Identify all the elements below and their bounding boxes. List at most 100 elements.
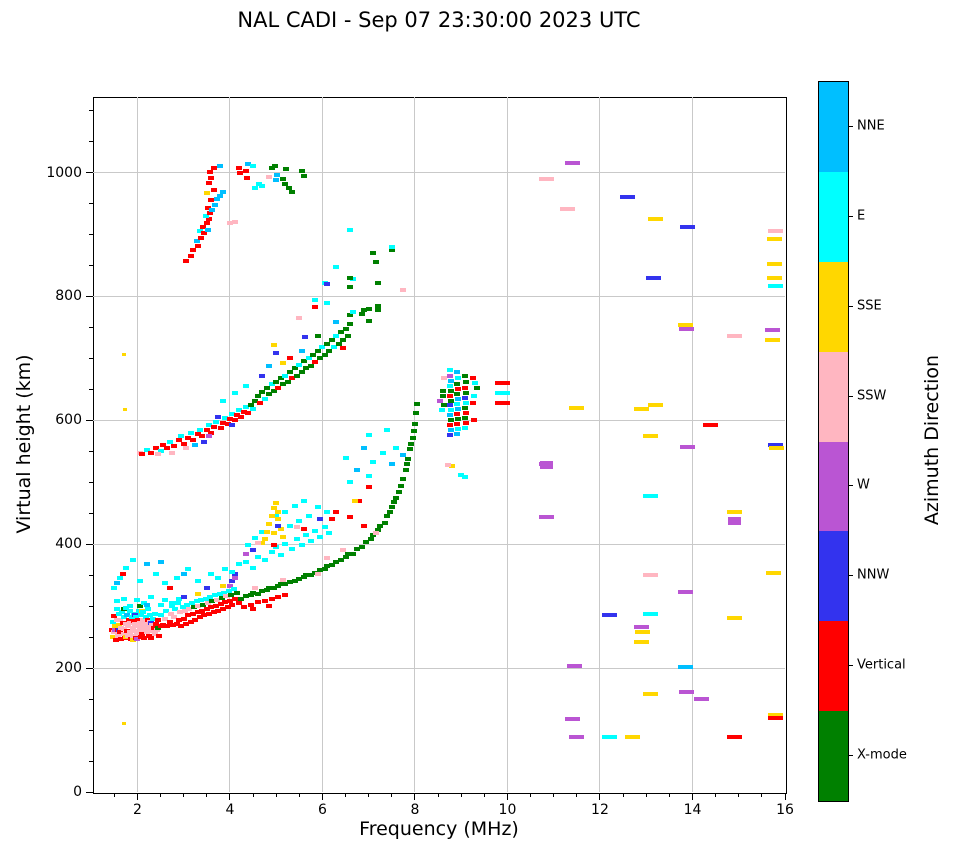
data-point xyxy=(250,607,257,612)
grid-line-horizontal xyxy=(93,543,785,545)
data-point xyxy=(280,382,287,387)
data-point xyxy=(768,228,784,233)
x-minor-tick xyxy=(761,793,763,797)
data-point xyxy=(162,597,169,602)
data-point xyxy=(453,431,460,436)
colorbar-tick-label: SSW xyxy=(857,388,887,404)
data-point xyxy=(247,602,254,607)
data-point xyxy=(312,298,319,303)
data-point xyxy=(118,637,125,641)
data-point xyxy=(194,579,201,584)
data-point xyxy=(624,734,640,739)
data-point xyxy=(203,585,210,590)
data-point xyxy=(122,606,129,611)
data-point xyxy=(180,594,187,599)
data-point xyxy=(132,628,139,633)
colorbar-tick xyxy=(849,125,853,127)
data-point xyxy=(143,448,150,453)
data-point xyxy=(136,620,143,625)
x-tick-label: 16 xyxy=(776,802,794,818)
data-point xyxy=(282,542,289,547)
data-point xyxy=(358,311,365,316)
data-point xyxy=(226,417,233,422)
grid-line-vertical xyxy=(599,97,601,792)
data-point xyxy=(202,213,209,218)
data-point xyxy=(166,585,173,590)
data-point xyxy=(647,217,663,222)
data-point xyxy=(298,543,305,548)
data-point xyxy=(351,498,358,503)
data-point xyxy=(202,596,209,601)
data-point xyxy=(139,632,146,637)
data-point xyxy=(358,545,365,550)
data-point xyxy=(187,430,194,435)
data-point xyxy=(307,539,314,544)
data-point xyxy=(448,408,455,413)
data-point xyxy=(108,627,115,632)
data-point xyxy=(363,539,370,544)
data-point xyxy=(635,629,651,634)
data-point xyxy=(277,553,284,558)
data-point xyxy=(167,611,174,616)
data-point xyxy=(157,613,164,618)
data-point xyxy=(333,264,340,269)
data-point xyxy=(125,623,132,628)
data-point xyxy=(643,691,659,696)
data-point xyxy=(180,616,187,621)
data-point xyxy=(384,427,391,432)
data-point xyxy=(400,476,407,481)
data-point xyxy=(303,572,310,577)
data-point xyxy=(236,562,243,567)
colorbar xyxy=(818,81,849,802)
data-point xyxy=(240,409,247,414)
data-point xyxy=(328,517,335,522)
x-minor-tick xyxy=(183,793,185,797)
data-point xyxy=(647,402,663,407)
data-point xyxy=(180,441,187,446)
data-point xyxy=(275,523,282,528)
data-point xyxy=(275,510,282,515)
data-point xyxy=(344,334,351,339)
data-point xyxy=(120,596,127,601)
data-point xyxy=(203,607,210,612)
data-point xyxy=(282,373,289,378)
data-point xyxy=(287,523,294,528)
data-point xyxy=(134,623,141,628)
data-point xyxy=(319,345,326,350)
data-point xyxy=(126,617,133,622)
data-point xyxy=(767,261,783,266)
data-point xyxy=(461,386,468,391)
x-minor-tick xyxy=(391,793,393,797)
data-point xyxy=(243,559,250,564)
data-point xyxy=(405,456,411,461)
data-point xyxy=(207,169,214,174)
data-point xyxy=(317,568,324,573)
data-point xyxy=(361,445,368,450)
data-point xyxy=(274,173,281,178)
x-major-tick xyxy=(414,793,416,800)
data-point xyxy=(198,235,205,240)
data-point xyxy=(454,427,461,431)
data-point xyxy=(446,433,453,438)
data-point xyxy=(229,423,236,428)
data-point xyxy=(461,425,468,430)
data-point xyxy=(400,288,407,293)
data-point xyxy=(261,599,268,604)
data-point xyxy=(180,571,187,576)
data-point xyxy=(184,602,191,607)
data-point xyxy=(347,228,354,233)
data-point xyxy=(287,580,294,584)
data-point xyxy=(185,567,192,571)
data-point xyxy=(448,388,455,393)
data-point xyxy=(259,529,266,534)
data-point xyxy=(212,202,219,207)
data-point xyxy=(200,225,207,230)
data-point xyxy=(374,303,381,308)
data-point xyxy=(347,275,354,280)
y-major-tick xyxy=(86,543,93,545)
data-point xyxy=(176,438,183,443)
data-point xyxy=(403,461,410,466)
data-point xyxy=(245,410,252,415)
data-point xyxy=(293,524,300,529)
data-point xyxy=(238,596,245,601)
